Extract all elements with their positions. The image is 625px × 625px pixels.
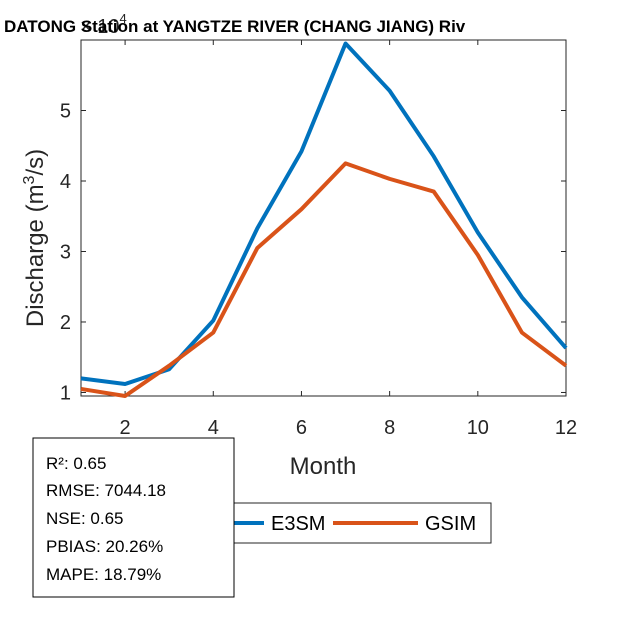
stat-pbias: PBIAS: 20.26% (46, 537, 163, 556)
stats-box-frame (32, 437, 235, 598)
y-tick-label: 3 (60, 241, 71, 263)
x-tick-label: 2 (120, 417, 131, 439)
stat-mape: MAPE: 18.79% (46, 565, 161, 584)
y-tick-label: 1 (60, 382, 71, 404)
legend: E3SM GSIM (232, 502, 492, 544)
legend-label-e3sm: E3SM (271, 513, 325, 535)
y-tick-label: 2 (60, 312, 71, 334)
legend-label-gsim: GSIM (425, 513, 476, 535)
stat-rmse: RMSE: 7044.18 (46, 481, 166, 500)
y-tick-label: 4 (60, 171, 71, 193)
y-axis-exponent: × 104 (80, 11, 127, 38)
series-line-gsim (80, 161, 568, 398)
x-tick-label: 12 (555, 417, 577, 439)
chart-title: DATONG Station at YANGTZE RIVER (CHANG J… (4, 17, 466, 36)
x-tick-label: 6 (296, 417, 307, 439)
x-tick-label: 10 (467, 417, 489, 439)
y-axis-label: Discharge (m3/s) (21, 149, 49, 327)
stats-box: R²: 0.65 RMSE: 7044.18 NSE: 0.65 PBIAS: … (32, 437, 235, 598)
x-axis-label: Month (290, 453, 357, 480)
x-tick-label: 8 (384, 417, 395, 439)
stat-nse: NSE: 0.65 (46, 509, 124, 528)
y-tick-label: 5 (60, 100, 71, 122)
stat-r2: R²: 0.65 (46, 454, 106, 473)
x-tick-label: 4 (208, 417, 219, 439)
